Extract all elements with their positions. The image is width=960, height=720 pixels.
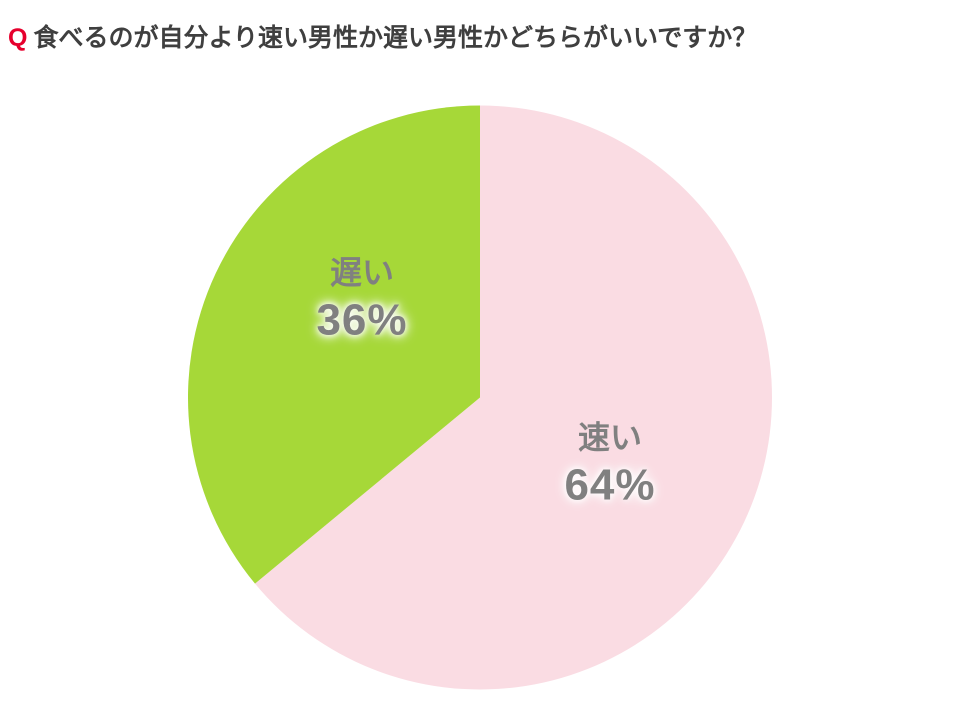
title-text: 食べるのが自分より速い男性か遅い男性かどちらがいいですか？ [33, 24, 757, 52]
chart-title: Q食べるのが自分より速い男性か遅い男性かどちらがいいですか？ [8, 18, 757, 54]
pie-svg [188, 106, 772, 690]
pie-chart [188, 106, 772, 695]
title-prefix: Q [8, 24, 27, 52]
